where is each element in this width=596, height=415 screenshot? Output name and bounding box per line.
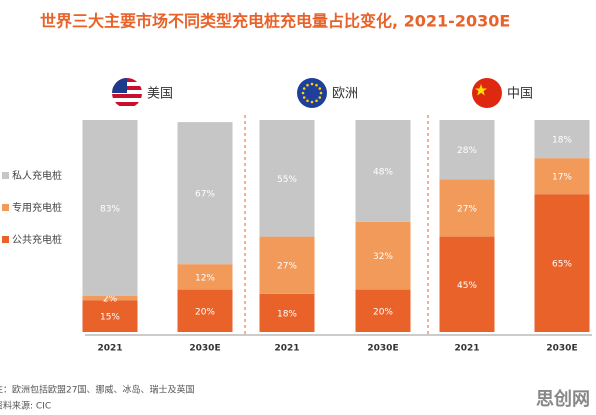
bar-segment bbox=[259, 293, 315, 332]
flag-cn bbox=[472, 78, 502, 108]
bar-segment bbox=[82, 295, 138, 301]
value-label: 27% bbox=[277, 262, 297, 272]
bar-segment bbox=[534, 120, 590, 159]
value-label: 15% bbox=[100, 313, 120, 323]
bar-segment bbox=[355, 120, 411, 222]
bar-segment bbox=[177, 264, 233, 290]
value-label: 48% bbox=[373, 167, 393, 177]
flag-eu bbox=[297, 78, 327, 108]
legend-swatch bbox=[2, 204, 9, 211]
x-tick-label: 2021 bbox=[454, 344, 479, 354]
value-label: 67% bbox=[195, 190, 215, 200]
value-label: 17% bbox=[552, 173, 572, 183]
bar-segment bbox=[177, 289, 233, 332]
group-label: 欧洲 bbox=[332, 87, 358, 102]
value-label: 18% bbox=[552, 136, 572, 146]
group-label: 美国 bbox=[147, 87, 173, 102]
watermark: 思创网 bbox=[536, 388, 590, 410]
value-label: 20% bbox=[195, 307, 215, 317]
bar-segment bbox=[439, 179, 495, 237]
value-label: 12% bbox=[195, 273, 215, 283]
legend-label: 专用充电桩 bbox=[12, 201, 62, 214]
value-label: 27% bbox=[457, 204, 477, 214]
value-label: 2% bbox=[103, 295, 118, 305]
x-tick-label: 2030E bbox=[367, 344, 398, 354]
value-label: 20% bbox=[373, 307, 393, 317]
bar-segment bbox=[355, 289, 411, 332]
bar-segment bbox=[82, 300, 138, 332]
value-label: 55% bbox=[277, 175, 297, 185]
bar-segment bbox=[534, 194, 590, 332]
source: 资料来源: CIC bbox=[0, 400, 51, 412]
legend-swatch bbox=[2, 236, 9, 243]
value-label: 83% bbox=[100, 204, 120, 214]
legend-label: 私人充电桩 bbox=[12, 169, 62, 182]
x-tick-label: 2030E bbox=[189, 344, 220, 354]
flag-us bbox=[112, 78, 142, 108]
bar-segment bbox=[82, 120, 138, 296]
x-tick-label: 2030E bbox=[546, 344, 577, 354]
legend-swatch bbox=[2, 172, 9, 179]
bar-segment bbox=[355, 221, 411, 290]
x-tick-label: 2021 bbox=[274, 344, 299, 354]
legend-label: 公共充电桩 bbox=[12, 233, 62, 246]
x-tick-label: 2021 bbox=[97, 344, 122, 354]
bar-segment bbox=[259, 236, 315, 294]
bar-segment bbox=[259, 120, 315, 237]
value-label: 18% bbox=[277, 309, 297, 319]
group-label: 中国 bbox=[507, 87, 533, 102]
bar-segment bbox=[177, 122, 233, 265]
bar-segment bbox=[439, 120, 495, 180]
value-label: 32% bbox=[373, 252, 393, 262]
note: 注：欧洲包括欧盟27国、挪威、冰岛、瑞士及英国 bbox=[0, 384, 194, 396]
value-label: 28% bbox=[457, 146, 477, 156]
chart-title: 世界三大主要市场不同类型充电桩充电量占比变化, 2021-2030E bbox=[40, 12, 510, 31]
bar-segment bbox=[439, 236, 495, 332]
value-label: 65% bbox=[552, 260, 572, 270]
bar-segment bbox=[534, 158, 590, 195]
value-label: 45% bbox=[457, 281, 477, 291]
